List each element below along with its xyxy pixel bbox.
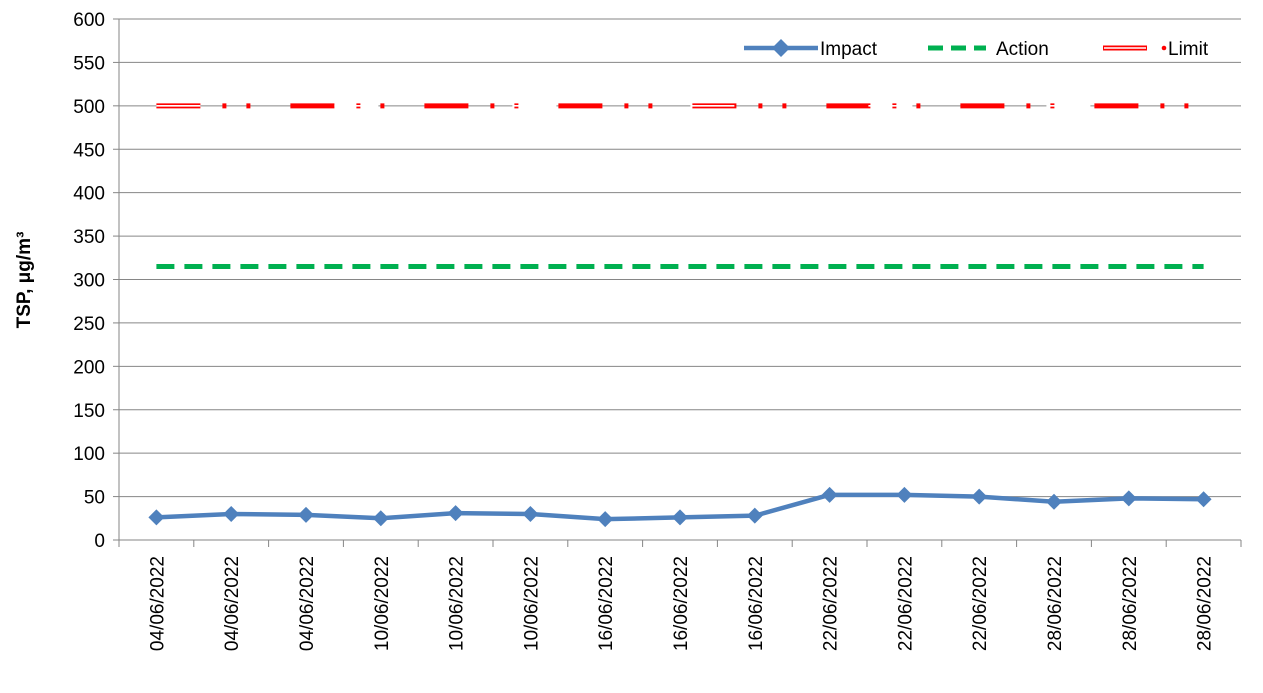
legend-label-impact: Impact (820, 39, 878, 60)
legend-swatch-limit-dot (1161, 45, 1167, 51)
impact-point (821, 486, 838, 503)
x-tick-label: 04/06/2022 (297, 556, 318, 651)
x-tick-label: 16/06/2022 (671, 556, 692, 651)
impact-point (746, 507, 763, 524)
legend: Impact Action Limit (744, 39, 1209, 60)
x-tick-label: 28/06/2022 (1195, 556, 1216, 651)
impact-point (896, 486, 913, 503)
impact-point (1195, 491, 1212, 508)
y-tick-labels: 0 50 100 150 200 250 300 350 400 450 500 550 600 (73, 10, 105, 552)
impact-point (223, 505, 240, 522)
y-axis-label: TSP, μg/m³ (14, 232, 35, 329)
impact-point (372, 510, 389, 527)
x-tick-label: 22/06/2022 (895, 556, 916, 651)
x-tick-label: 22/06/2022 (821, 556, 842, 651)
impact-point (1046, 493, 1062, 510)
gridlines (119, 18, 1241, 498)
x-tick-label: 16/06/2022 (596, 556, 617, 651)
y-tick-label: 50 (84, 488, 105, 509)
y-tick-label: 450 (73, 140, 105, 161)
y-tick-label: 350 (73, 227, 105, 248)
impact-point (597, 511, 614, 528)
axes (113, 18, 1242, 547)
y-tick-label: 150 (73, 401, 105, 422)
impact-point (148, 509, 165, 526)
impact-point (298, 506, 314, 523)
y-tick-label: 0 (94, 531, 105, 552)
y-tick-label: 250 (73, 314, 105, 335)
x-tick-label: 04/06/2022 (147, 556, 168, 651)
y-tick-label: 400 (73, 184, 105, 205)
impact-point (971, 488, 988, 505)
x-tick-label: 04/06/2022 (222, 556, 243, 651)
y-tick-label: 550 (73, 53, 105, 74)
x-tick-label: 10/06/2022 (447, 556, 468, 651)
y-tick-label: 200 (73, 357, 105, 378)
y-tick-label: 500 (73, 97, 105, 118)
series-lines (148, 103, 1212, 528)
y-tick-label: 600 (73, 10, 105, 31)
impact-point (447, 505, 464, 522)
y-tick-label: 300 (73, 271, 105, 292)
x-tick-label: 10/06/2022 (372, 556, 393, 651)
impact-point (672, 509, 688, 526)
impact-point (522, 505, 539, 522)
x-tick-label: 28/06/2022 (1120, 556, 1141, 651)
x-tick-label: 28/06/2022 (1045, 556, 1066, 651)
legend-marker-impact (772, 39, 790, 57)
x-tick-labels: 04/06/2022 04/06/2022 04/06/2022 10/06/2022… (147, 556, 1215, 651)
legend-label-limit: Limit (1168, 39, 1209, 60)
x-tick-label: 10/06/2022 (521, 556, 542, 651)
x-tick-label: 16/06/2022 (746, 556, 767, 651)
x-tick-label: 22/06/2022 (970, 556, 991, 651)
y-tick-label: 100 (73, 444, 105, 465)
impact-point (1120, 490, 1137, 507)
legend-label-action: Action (996, 39, 1049, 60)
